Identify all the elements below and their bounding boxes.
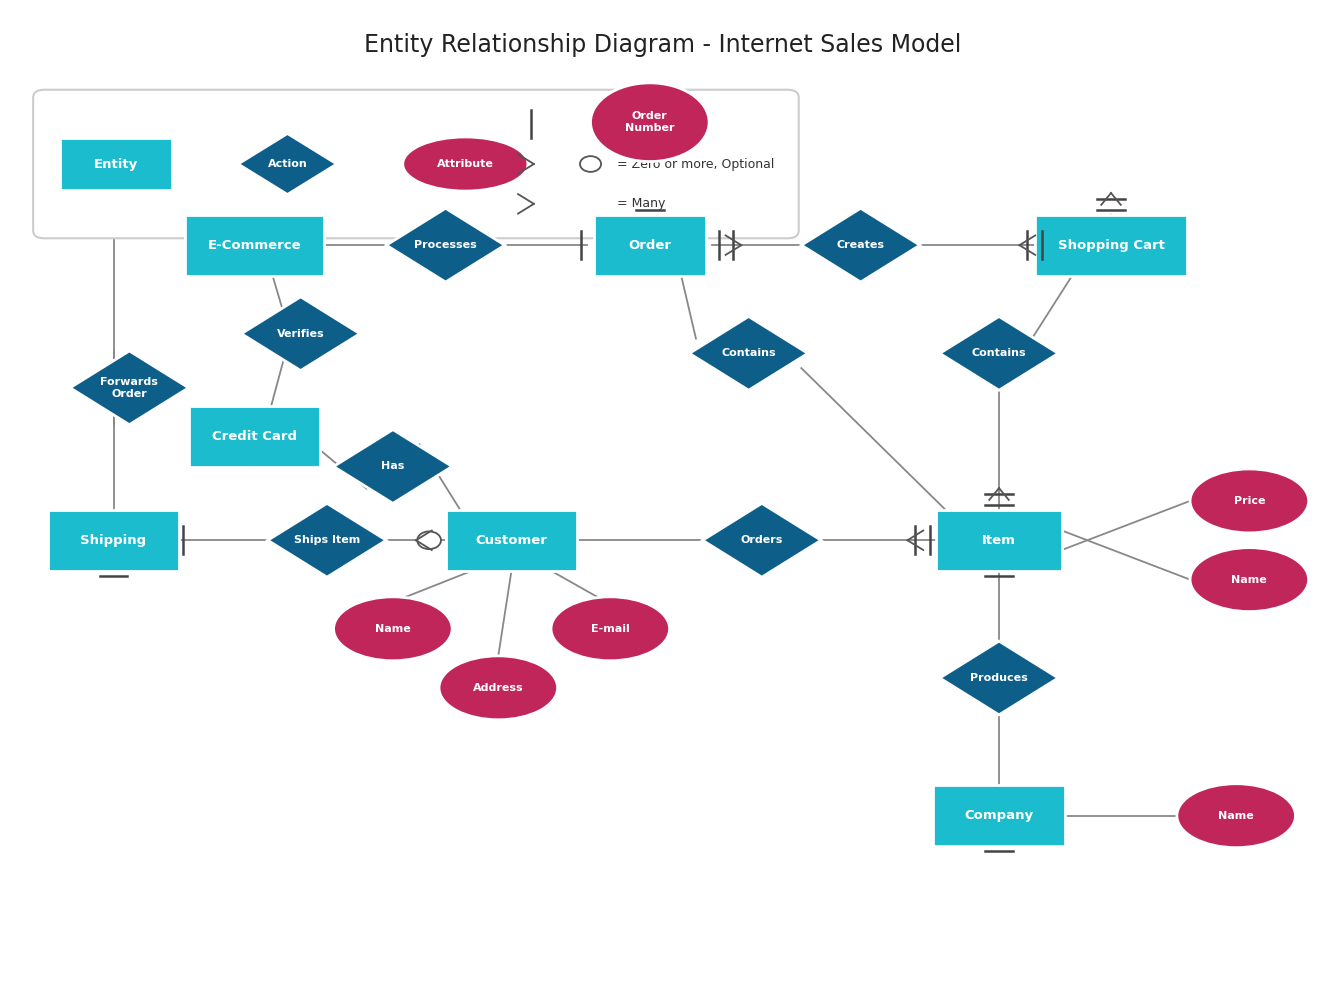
Text: Has: Has [381, 461, 404, 471]
FancyBboxPatch shape [934, 786, 1065, 846]
Ellipse shape [590, 83, 709, 162]
FancyBboxPatch shape [446, 510, 577, 570]
FancyBboxPatch shape [60, 139, 172, 189]
Polygon shape [940, 641, 1058, 715]
FancyBboxPatch shape [186, 214, 324, 276]
Polygon shape [70, 351, 188, 425]
Text: Creates: Creates [837, 240, 884, 250]
Polygon shape [268, 503, 386, 577]
FancyBboxPatch shape [1036, 214, 1187, 276]
FancyBboxPatch shape [48, 510, 179, 570]
Text: Order
Number: Order Number [625, 111, 675, 133]
Text: Item: Item [983, 534, 1016, 547]
Text: Orders: Orders [741, 536, 784, 546]
FancyBboxPatch shape [594, 214, 705, 276]
Polygon shape [690, 316, 808, 390]
Circle shape [579, 156, 601, 172]
Ellipse shape [334, 597, 452, 661]
Text: Contains: Contains [972, 348, 1026, 358]
Ellipse shape [1177, 784, 1296, 847]
Ellipse shape [439, 656, 558, 720]
Text: Credit Card: Credit Card [212, 431, 297, 443]
Text: Contains: Contains [721, 348, 776, 358]
Text: Action: Action [268, 159, 308, 169]
Circle shape [418, 532, 442, 550]
Ellipse shape [1189, 469, 1309, 533]
Text: = One: = One [617, 118, 656, 131]
Ellipse shape [403, 137, 528, 191]
Text: Customer: Customer [476, 534, 548, 547]
Polygon shape [386, 208, 505, 282]
Ellipse shape [552, 597, 670, 661]
Text: Shipping: Shipping [81, 534, 147, 547]
Text: Name: Name [1232, 574, 1268, 584]
Text: Order: Order [629, 239, 671, 252]
Text: Entity: Entity [94, 158, 138, 171]
Text: = Zero or more, Optional: = Zero or more, Optional [617, 158, 774, 171]
Text: E-mail: E-mail [591, 624, 630, 634]
Text: Company: Company [964, 809, 1033, 822]
Text: Address: Address [473, 682, 524, 692]
FancyBboxPatch shape [936, 510, 1062, 570]
Text: Price: Price [1233, 496, 1265, 506]
Text: Shopping Cart: Shopping Cart [1058, 239, 1164, 252]
FancyBboxPatch shape [188, 407, 321, 467]
Text: Attribute: Attribute [436, 159, 493, 169]
Polygon shape [334, 430, 452, 503]
Text: Processes: Processes [414, 240, 477, 250]
Text: Verifies: Verifies [277, 328, 325, 338]
Ellipse shape [1189, 548, 1309, 612]
Text: Forwards
Order: Forwards Order [101, 377, 158, 399]
Text: Entity Relationship Diagram - Internet Sales Model: Entity Relationship Diagram - Internet S… [365, 34, 961, 58]
Text: E-Commerce: E-Commerce [208, 239, 301, 252]
Polygon shape [241, 297, 359, 371]
Text: = Many: = Many [617, 197, 666, 210]
Polygon shape [239, 134, 337, 194]
FancyBboxPatch shape [33, 89, 798, 238]
Polygon shape [940, 316, 1058, 390]
Text: Produces: Produces [971, 673, 1028, 682]
Text: Name: Name [1219, 810, 1254, 820]
Text: Ships Item: Ships Item [294, 536, 361, 546]
Text: Name: Name [375, 624, 411, 634]
Polygon shape [703, 503, 821, 577]
Polygon shape [801, 208, 920, 282]
